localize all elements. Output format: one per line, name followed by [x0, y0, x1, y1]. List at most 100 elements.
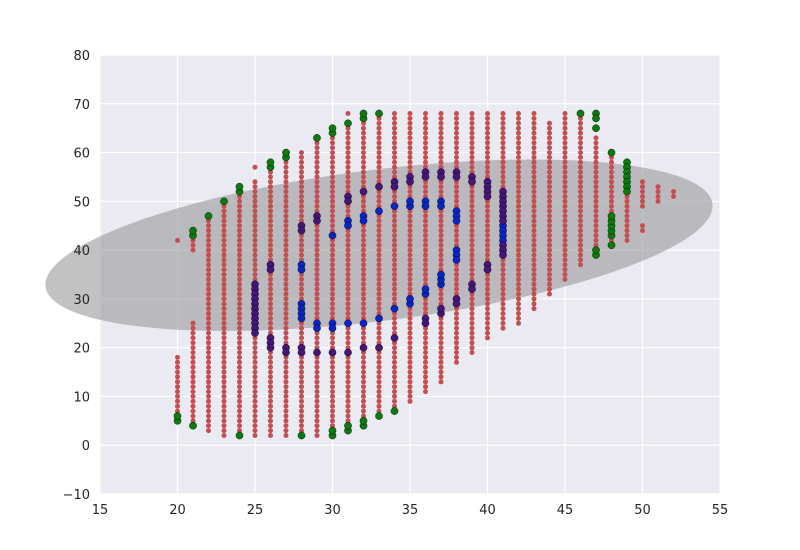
red-point	[283, 393, 289, 399]
red-point	[221, 228, 227, 234]
red-point	[330, 408, 335, 414]
red-point	[268, 423, 273, 429]
red-point	[438, 111, 444, 116]
red-point	[268, 325, 273, 331]
red-point	[376, 369, 382, 375]
red-point	[190, 359, 196, 365]
red-point	[345, 408, 351, 414]
red-point	[190, 330, 196, 336]
red-point	[237, 203, 242, 209]
red-point	[268, 233, 273, 238]
red-point	[609, 208, 614, 214]
red-point	[438, 374, 444, 380]
red-point	[175, 379, 180, 385]
red-point	[345, 174, 351, 180]
blue-point	[313, 324, 321, 333]
red-point	[485, 145, 490, 151]
red-point	[206, 247, 211, 253]
red-point	[221, 296, 227, 302]
red-point	[423, 135, 428, 141]
blue-point	[390, 304, 399, 313]
red-point	[283, 169, 289, 175]
red-point	[330, 218, 335, 224]
red-point	[454, 359, 459, 365]
red-point	[283, 179, 289, 185]
red-point	[283, 359, 289, 365]
red-point	[562, 140, 568, 146]
red-point	[516, 272, 521, 277]
red-point	[299, 359, 304, 365]
red-point	[423, 150, 428, 156]
red-point	[469, 159, 475, 165]
red-point	[531, 296, 537, 302]
green-point	[375, 109, 383, 118]
red-point	[531, 286, 537, 292]
red-point	[175, 354, 180, 360]
red-point	[283, 233, 289, 238]
x-tick-label: 35	[402, 503, 419, 518]
red-point	[469, 125, 475, 131]
red-point	[314, 262, 320, 268]
red-point	[175, 364, 180, 370]
red-point	[407, 364, 413, 370]
red-point	[376, 125, 382, 131]
red-point	[345, 364, 351, 370]
red-point	[516, 276, 521, 282]
red-point	[423, 208, 428, 214]
red-point	[361, 291, 366, 297]
red-point	[283, 272, 289, 277]
red-point	[562, 228, 568, 234]
red-point	[237, 384, 242, 390]
red-point	[330, 184, 335, 190]
red-point	[578, 203, 583, 209]
red-point	[190, 374, 196, 380]
red-point	[593, 184, 599, 190]
red-point	[438, 120, 444, 126]
red-point	[407, 393, 413, 399]
red-point	[361, 164, 366, 170]
red-point	[392, 150, 397, 156]
red-point	[330, 247, 335, 253]
red-point	[454, 233, 459, 238]
red-point	[376, 276, 382, 282]
red-point	[438, 291, 444, 297]
red-point	[454, 345, 459, 351]
red-point	[593, 179, 599, 185]
red-point	[206, 237, 211, 243]
red-point	[376, 291, 382, 297]
red-point	[376, 340, 382, 346]
red-point	[206, 345, 211, 351]
purple-point	[251, 329, 259, 337]
red-point	[624, 218, 630, 224]
red-point	[361, 315, 366, 321]
red-point	[221, 433, 227, 438]
red-point	[345, 169, 351, 175]
red-point	[206, 350, 211, 355]
red-point	[237, 418, 242, 424]
red-point	[531, 159, 537, 165]
red-point	[500, 325, 506, 331]
red-point	[330, 154, 335, 160]
red-point	[345, 272, 351, 277]
red-point	[283, 403, 289, 409]
red-point	[547, 150, 552, 156]
red-point	[237, 237, 242, 243]
red-point	[438, 315, 444, 321]
red-point	[237, 262, 242, 268]
red-point	[268, 374, 273, 380]
red-point	[221, 418, 227, 424]
red-point	[578, 154, 583, 160]
red-point	[423, 276, 428, 282]
red-point	[330, 169, 335, 175]
red-point	[469, 301, 475, 307]
red-point	[252, 418, 258, 424]
y-tick-label: 50	[73, 195, 90, 210]
red-point	[547, 257, 552, 263]
red-point	[469, 330, 475, 336]
red-point	[578, 179, 583, 185]
red-point	[268, 384, 273, 390]
red-point	[283, 276, 289, 282]
red-point	[283, 281, 289, 287]
red-point	[283, 315, 289, 321]
red-point	[516, 306, 521, 312]
